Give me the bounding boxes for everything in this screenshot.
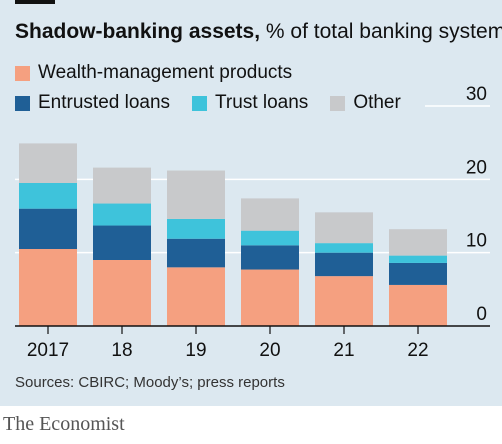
bar-trust-22 (389, 255, 447, 263)
bar-entrusted-2017 (19, 208, 77, 249)
y-tick-label-0: 0 (476, 304, 487, 325)
publisher-brand: The Economist (3, 413, 125, 435)
legend-item-trust: Trust loans (192, 92, 308, 114)
bar-trust-19 (167, 218, 225, 239)
legend-swatch-trust (192, 95, 208, 111)
x-tick-label-19: 19 (185, 340, 206, 361)
header-accent-bar (15, 0, 55, 4)
bar-other-20 (241, 198, 299, 231)
bar-trust-2017 (19, 183, 77, 209)
source-note: Sources: CBIRC; Moody’s; press reports (15, 374, 285, 391)
legend-item-wmp: Wealth-management products (15, 62, 292, 84)
bar-wmp-19 (167, 267, 225, 326)
y-tick-label-30: 30 (466, 84, 487, 105)
bar-entrusted-21 (315, 252, 373, 277)
bar-other-19 (167, 170, 225, 219)
legend-row-1: Wealth-management products (15, 62, 314, 84)
y-tick-label-10: 10 (466, 231, 487, 252)
legend-swatch-entrusted (15, 95, 30, 111)
bar-other-2017 (19, 143, 77, 183)
x-tick-label-22: 22 (407, 340, 428, 361)
x-tick-label-20: 20 (259, 340, 280, 361)
legend-label-trust: Trust loans (215, 92, 309, 113)
legend-swatch-wmp (15, 65, 30, 81)
stacked-bar-chart: 2017 18 19 20 21 22 0 10 20 30 (15, 84, 490, 361)
legend-item-other: Other (330, 92, 401, 114)
bar-other-21 (315, 212, 373, 244)
legend-label-entrusted: Entrusted loans (38, 92, 171, 113)
x-tick-label-18: 18 (111, 340, 132, 361)
legend-swatch-other (330, 95, 346, 111)
bar-entrusted-20 (241, 245, 299, 270)
bar-wmp-21 (315, 276, 373, 326)
bar-trust-21 (315, 243, 373, 253)
bar-wmp-2017 (19, 249, 77, 326)
legend-label-wmp: Wealth-management products (38, 62, 293, 83)
bar-other-22 (389, 229, 447, 256)
bar-wmp-20 (241, 269, 299, 326)
y-tick-label-20: 20 (466, 157, 487, 178)
bar-wmp-18 (93, 260, 151, 326)
chart-header: Shadow-banking assets, % of total bankin… (15, 20, 502, 44)
chart-title: Shadow-banking assets, (15, 20, 261, 43)
x-tick-label-21: 21 (333, 340, 354, 361)
bar-other-18 (93, 167, 151, 204)
chart-subtitle: % of total banking system (265, 20, 502, 43)
bar-entrusted-18 (93, 225, 151, 260)
bar-entrusted-19 (167, 238, 225, 268)
legend-label-other: Other (353, 92, 401, 113)
bar-wmp-22 (389, 284, 447, 326)
bar-trust-20 (241, 230, 299, 246)
legend-item-entrusted: Entrusted loans (15, 92, 170, 114)
x-tick-label-2017: 2017 (27, 340, 69, 361)
bar-trust-18 (93, 203, 151, 226)
bar-entrusted-22 (389, 262, 447, 285)
legend-row-2: Entrusted loans Trust loans Other (15, 92, 423, 114)
